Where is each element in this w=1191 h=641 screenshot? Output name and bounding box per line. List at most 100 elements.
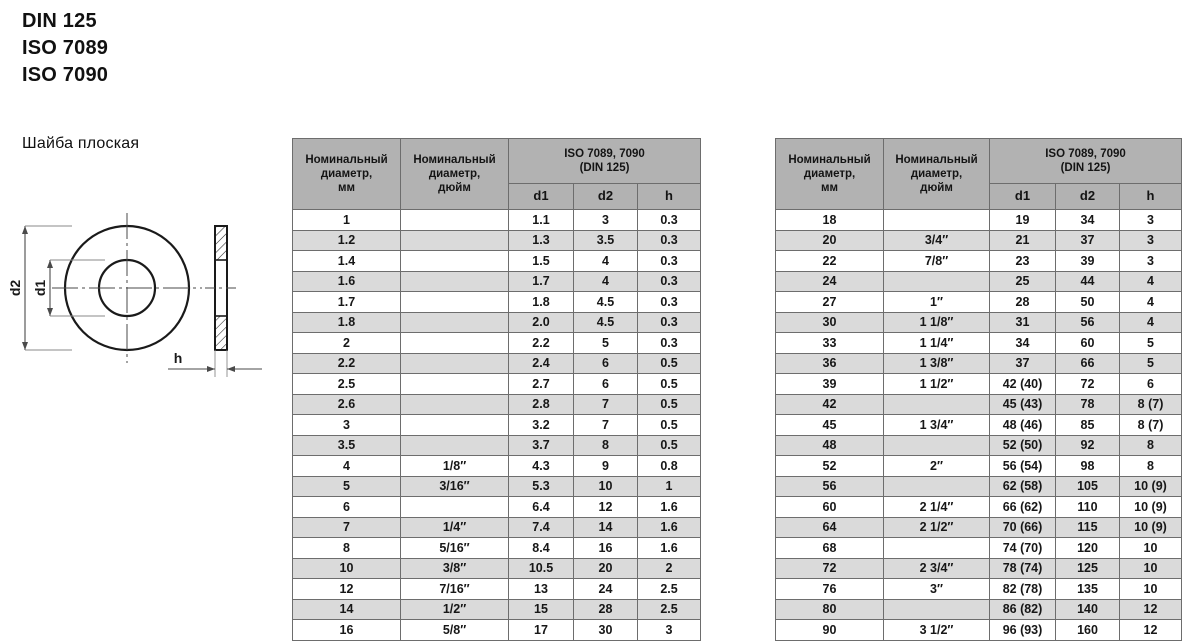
cell-h: 0.3 <box>636 250 702 272</box>
cell-d1: 74 (70) <box>989 537 1056 559</box>
cell-d2: 105 <box>1055 475 1120 497</box>
table-row: 72 2 3/4″ 78 (74) 125 10 <box>775 557 1183 579</box>
cell-d1: 45 (43) <box>989 393 1056 415</box>
standards-list: DIN 125 ISO 7089 ISO 7090 <box>22 8 272 89</box>
cell-h: 12 <box>1118 598 1183 620</box>
cell-nominal-inch <box>883 393 990 415</box>
cell-nominal-inch: 2 1/4″ <box>883 496 990 518</box>
cell-d1: 4.3 <box>508 455 574 477</box>
cell-d2: 44 <box>1055 270 1120 292</box>
table-row: 8 5/16″ 8.4 16 1.6 <box>292 537 702 559</box>
header-standard-group: ISO 7089, 7090 (DIN 125) <box>988 138 1183 184</box>
table-row: 18 19 34 3 <box>775 209 1183 231</box>
cell-h: 8 <box>1118 434 1183 456</box>
cell-nominal-inch: 2 3/4″ <box>883 557 990 579</box>
cell-nominal-inch: 1 3/4″ <box>883 414 990 436</box>
cell-d2: 16 <box>573 537 638 559</box>
cell-nominal-inch <box>400 373 509 395</box>
table-row: 4 1/8″ 4.3 9 0.8 <box>292 455 702 477</box>
table-row: 39 1 1/2″ 42 (40) 72 6 <box>775 373 1183 395</box>
table-row: 2.5 2.7 6 0.5 <box>292 373 702 395</box>
header-h: h <box>1118 182 1183 211</box>
cell-nominal-inch: 1 1/4″ <box>883 332 990 354</box>
washer-spec-table-right: Номинальный диаметр, мм Номинальный диам… <box>775 138 1183 641</box>
cell-nominal-mm: 20 <box>775 229 884 251</box>
cell-h: 2.5 <box>636 598 702 620</box>
cell-nominal-mm: 27 <box>775 291 884 313</box>
table-row: 2.2 2.4 6 0.5 <box>292 352 702 374</box>
cell-d2: 12 <box>573 496 638 518</box>
cell-d1: 31 <box>989 311 1056 333</box>
cell-d2: 14 <box>573 516 638 538</box>
table-row: 1.2 1.3 3.5 0.3 <box>292 229 702 251</box>
table-row: 22 7/8″ 23 39 3 <box>775 250 1183 272</box>
cell-d1: 3.2 <box>508 414 574 436</box>
header-nominal-mm: Номинальный диаметр, мм <box>775 138 884 210</box>
table-right-body: 18 19 34 3 20 3/4″ 21 37 3 22 7/8″ 23 39 3 24 25 44 4 27 1″… <box>775 209 1183 641</box>
table-row: 1.8 2.0 4.5 0.3 <box>292 311 702 333</box>
cell-d1: 23 <box>989 250 1056 272</box>
table-row: 5 3/16″ 5.3 10 1 <box>292 475 702 497</box>
cell-d2: 56 <box>1055 311 1120 333</box>
cell-h: 4 <box>1118 311 1183 333</box>
cell-d2: 115 <box>1055 516 1120 538</box>
table-row: 90 3 1/2″ 96 (93) 160 12 <box>775 619 1183 641</box>
cell-h: 2 <box>636 557 702 579</box>
cell-d1: 28 <box>989 291 1056 313</box>
cell-nominal-inch <box>883 270 990 292</box>
cell-d2: 110 <box>1055 496 1120 518</box>
cell-d1: 2.4 <box>508 352 574 374</box>
dimension-d1: d1 <box>32 259 105 317</box>
cell-h: 10 (9) <box>1118 475 1183 497</box>
table-left-header: Номинальный диаметр, мм Номинальный диам… <box>292 138 702 211</box>
table-row: 64 2 1/2″ 70 (66) 115 10 (9) <box>775 516 1183 538</box>
cell-nominal-inch: 3 1/2″ <box>883 619 990 641</box>
cell-h: 0.5 <box>636 373 702 395</box>
cell-nominal-inch <box>400 352 509 374</box>
cell-h: 3 <box>636 619 702 641</box>
table-row: 30 1 1/8″ 31 56 4 <box>775 311 1183 333</box>
cell-nominal-mm: 60 <box>775 496 884 518</box>
cell-nominal-mm: 4 <box>292 455 401 477</box>
cell-nominal-inch: 1 1/2″ <box>883 373 990 395</box>
cell-d1: 1.8 <box>508 291 574 313</box>
table-row: 33 1 1/4″ 34 60 5 <box>775 332 1183 354</box>
cell-nominal-inch: 1 3/8″ <box>883 352 990 374</box>
cell-d2: 3 <box>573 209 638 231</box>
cell-nominal-mm: 33 <box>775 332 884 354</box>
cell-d2: 66 <box>1055 352 1120 374</box>
table-row: 1.4 1.5 4 0.3 <box>292 250 702 272</box>
cell-d1: 48 (46) <box>989 414 1056 436</box>
cell-nominal-mm: 5 <box>292 475 401 497</box>
cell-nominal-mm: 7 <box>292 516 401 538</box>
h-arrow-right <box>227 366 235 372</box>
cell-h: 3 <box>1118 209 1183 231</box>
cell-nominal-mm: 1.4 <box>292 250 401 272</box>
table-row: 52 2″ 56 (54) 98 8 <box>775 455 1183 477</box>
cell-h: 0.5 <box>636 434 702 456</box>
cell-d1: 34 <box>989 332 1056 354</box>
cell-nominal-mm: 14 <box>292 598 401 620</box>
cell-nominal-inch: 1 1/8″ <box>883 311 990 333</box>
d2-arrow-top <box>22 226 28 234</box>
dimension-d2: d2 <box>7 225 72 351</box>
cell-nominal-inch: 3/16″ <box>400 475 509 497</box>
header-standard-group-l1: ISO 7089, 7090 <box>564 147 645 160</box>
header-nominal-mm: Номинальный диаметр, мм <box>292 138 401 210</box>
cell-nominal-mm: 42 <box>775 393 884 415</box>
cell-d2: 60 <box>1055 332 1120 354</box>
cell-nominal-inch: 7/16″ <box>400 578 509 600</box>
header-d2: d2 <box>1055 182 1120 211</box>
cell-d1: 25 <box>989 270 1056 292</box>
cell-nominal-inch: 5/8″ <box>400 619 509 641</box>
cell-d1: 15 <box>508 598 574 620</box>
cell-d2: 4 <box>573 250 638 272</box>
cell-d1: 56 (54) <box>989 455 1056 477</box>
cell-nominal-mm: 2.6 <box>292 393 401 415</box>
cell-d1: 2.8 <box>508 393 574 415</box>
cell-h: 5 <box>1118 352 1183 374</box>
cell-d1: 52 (50) <box>989 434 1056 456</box>
cell-d1: 2.0 <box>508 311 574 333</box>
cell-d1: 13 <box>508 578 574 600</box>
cell-nominal-mm: 1.2 <box>292 229 401 251</box>
